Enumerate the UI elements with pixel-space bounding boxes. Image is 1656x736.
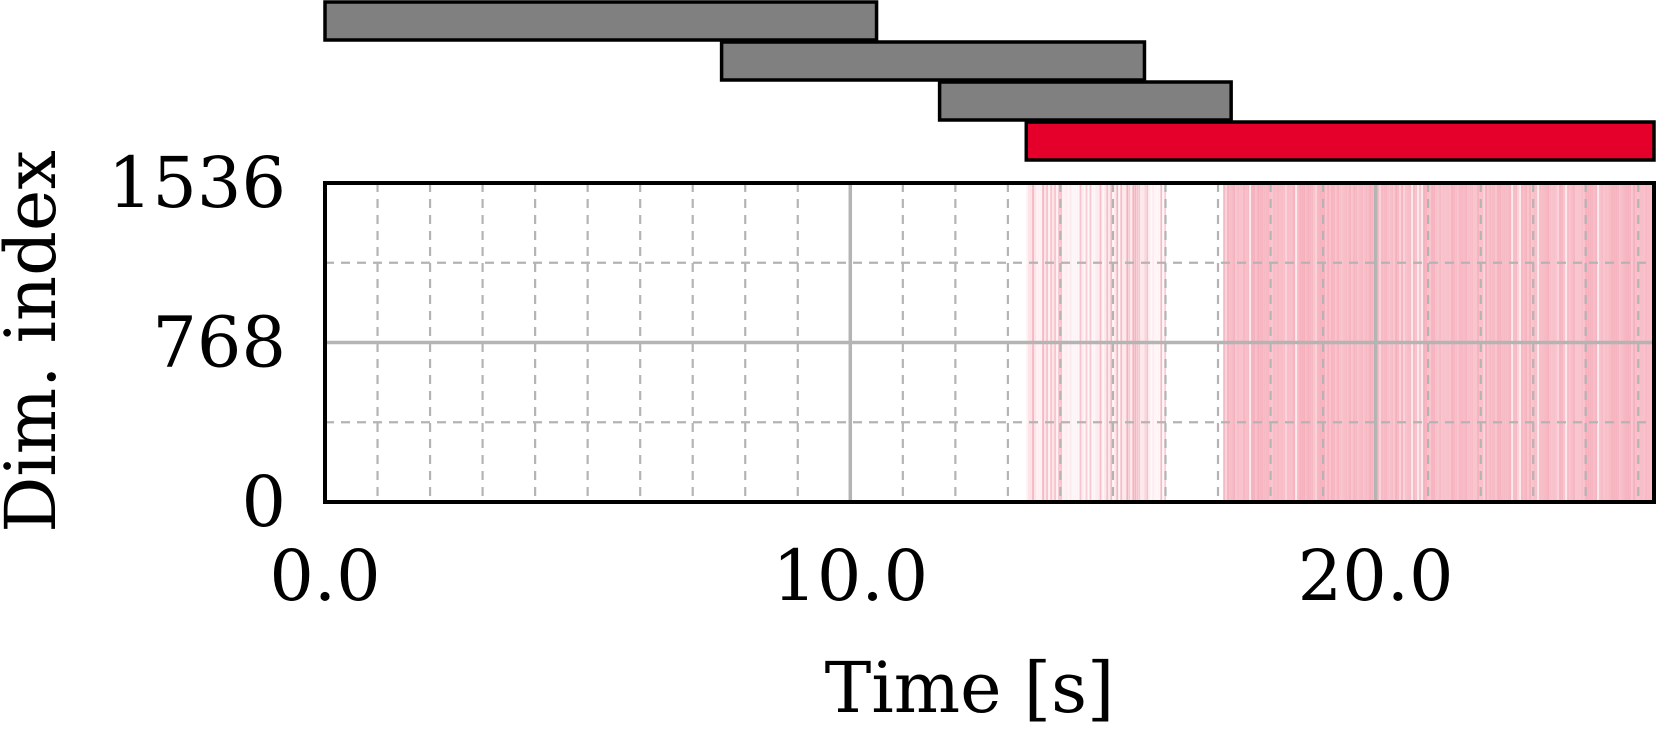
grid (325, 183, 1654, 502)
x-tick-label: 20.0 (1298, 535, 1454, 617)
segment-bar-3 (937, 80, 1233, 122)
segment-bar-1 (323, 0, 879, 42)
y-axis-title: Dim. index (0, 150, 72, 533)
x-tick-label: 0.0 (269, 535, 380, 617)
plot-frame (323, 181, 1656, 504)
segment-bar-2 (719, 40, 1147, 82)
x-tick-label: 10.0 (772, 535, 928, 617)
y-tick-label: 768 (152, 302, 286, 384)
x-axis-title: Time [s] (825, 647, 1115, 729)
segment-bar-4 (1024, 120, 1656, 162)
tick-labels: 0.0 10.0 20.0 0 768 1536 (108, 142, 1454, 617)
segment-bars (323, 0, 1656, 162)
y-tick-label: 0 (241, 461, 286, 543)
y-tick-label: 1536 (108, 142, 286, 224)
